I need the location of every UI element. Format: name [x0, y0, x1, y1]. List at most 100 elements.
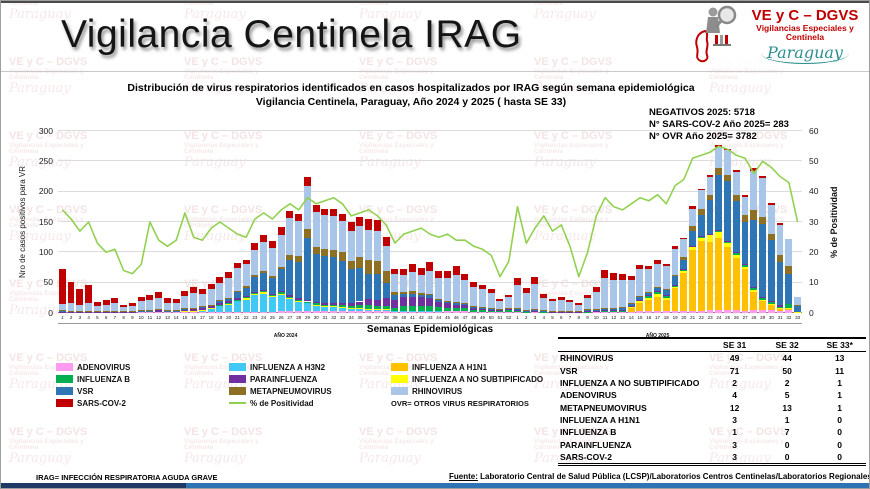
bar-segment-influenza-b	[540, 311, 548, 313]
table-row: PARAINFLUENZA 3 0 0	[558, 439, 866, 451]
watermark-line1: VE y C – DGVS	[184, 426, 263, 438]
legend-label: INFLUENZA A H1N1	[412, 362, 488, 372]
bar-segment-metapneumovirus	[382, 271, 390, 284]
bar-segment-vsr	[575, 311, 583, 312]
bar-segment-metapneumovirus	[417, 293, 425, 295]
bar-segment-adenovirus	[120, 312, 127, 313]
x-tick-label: 26	[278, 315, 284, 320]
legend-column-3: INFLUENZA A H1N1 INFLUENZA A NO SUBTIPIFI…	[391, 361, 543, 408]
bar-segment-adenovirus	[583, 312, 591, 313]
bar-segment-influenza-a-h3n2	[347, 308, 355, 312]
bar-segment-influenza-a-h1n1	[741, 269, 749, 311]
bar-segment-parainfluenza	[102, 311, 110, 313]
bar-segment-metapneumovirus	[93, 310, 101, 312]
stacked-bar	[601, 131, 609, 313]
bar-segment-adenovirus	[417, 311, 425, 313]
bar-segment-influenza-b	[645, 296, 653, 298]
bar-segment-metapneumovirus	[575, 310, 583, 312]
bar-segment-sars-cov-2	[706, 175, 714, 178]
x-tick-label: 46	[453, 315, 459, 320]
bar-segment-influenza-b	[426, 306, 434, 311]
bar-segment-vsr	[548, 311, 556, 312]
x-tick-label: 36	[366, 315, 372, 320]
bars-layer	[58, 131, 802, 313]
bar-segment-rhinovirus	[505, 296, 513, 308]
y-tick-left-100: 100	[38, 246, 53, 257]
stacked-bar	[724, 131, 731, 313]
legend-swatch-metapneumovirus	[229, 387, 246, 395]
bar-segment-parainfluenza	[198, 307, 206, 310]
bar-segment-parainfluenza	[767, 300, 775, 302]
bar-segment-metapneumovirus	[295, 255, 303, 263]
bar-segment-adenovirus	[435, 311, 443, 313]
table-cell: 3	[732, 415, 737, 426]
bar-segment-influenza-a-h1n1	[662, 300, 670, 312]
table-cell: 1	[732, 427, 737, 438]
table-cell: SARS-COV-2	[558, 451, 709, 467]
bar-segment-parainfluenza	[181, 309, 189, 312]
bar-segment-vsr	[715, 175, 723, 230]
stacked-bar	[417, 131, 425, 313]
bar-segment-influenza-a-h1n1	[724, 247, 731, 310]
table-cell: 4	[732, 390, 737, 401]
bar-segment-vsr	[461, 303, 469, 305]
table-cell: 0	[813, 451, 866, 467]
stacked-bar	[513, 131, 521, 313]
x-tick-label: 6	[560, 315, 563, 320]
bar-segment-adenovirus	[461, 311, 469, 313]
stacked-bar	[312, 131, 320, 313]
bar-segment-metapneumovirus	[251, 275, 259, 278]
bar-segment-parainfluenza	[365, 299, 373, 306]
bar-segment-rhinovirus	[557, 299, 565, 311]
bar-segment-influenza-b	[400, 305, 408, 311]
bar-segment-vsr	[470, 306, 478, 308]
logo-line2: Vigilancias Especiales y	[756, 23, 854, 33]
stacked-bar	[750, 131, 758, 313]
x-tick-label: 51	[497, 315, 503, 320]
stacked-bar	[671, 131, 679, 313]
bar-segment-adenovirus	[767, 309, 775, 313]
bar-segment-influenza-a-no-subtipificado	[225, 303, 233, 306]
bar-segment-metapneumovirus	[321, 248, 329, 256]
bar-segment-vsr	[697, 214, 705, 236]
bar-segment-vsr	[111, 311, 119, 312]
bar-segment-adenovirus	[566, 312, 574, 313]
bar-segment-vsr	[627, 303, 635, 306]
legend-label: ADENOVIRUS	[77, 362, 131, 372]
bar-segment-metapneumovirus	[347, 260, 355, 270]
bar-segment-adenovirus	[487, 311, 495, 313]
bar-segment-parainfluenza	[111, 311, 119, 313]
bar-segment-adenovirus	[706, 309, 714, 313]
bar-segment-metapneumovirus	[128, 310, 136, 312]
bar-segment-metapneumovirus	[759, 217, 766, 225]
legend-item: RHINOVIRUS	[391, 385, 543, 397]
bar-segment-rhinovirus	[373, 230, 381, 261]
bar-segment-vsr	[356, 268, 364, 302]
bar-segment-metapneumovirus	[225, 297, 233, 300]
bar-segment-sars-cov-2	[102, 299, 110, 305]
bar-segment-metapneumovirus	[365, 260, 373, 274]
bar-segment-rhinovirus	[312, 212, 320, 248]
stacked-bar	[303, 131, 311, 313]
bar-segment-metapneumovirus	[120, 310, 127, 312]
bar-segment-rhinovirus	[163, 302, 171, 310]
bar-segment-metapneumovirus	[408, 291, 416, 294]
bar-segment-adenovirus	[601, 311, 609, 313]
bar-segment-adenovirus	[478, 311, 486, 313]
x-tick-label: 50	[488, 315, 494, 320]
bar-segment-influenza-a-no-subtipificado	[697, 237, 705, 241]
bar-segment-influenza-b	[470, 309, 478, 312]
bar-segment-influenza-a-no-subtipificado	[251, 293, 259, 296]
bar-segment-metapneumovirus	[470, 306, 478, 307]
bar-segment-sars-cov-2	[347, 222, 355, 231]
stacked-bar	[583, 131, 591, 313]
stacked-bar	[85, 131, 92, 313]
bar-segment-rhinovirus	[85, 303, 92, 311]
x-tick-label: 14	[173, 315, 179, 320]
bar-segment-rhinovirus	[741, 196, 749, 215]
bar-segment-vsr	[741, 222, 749, 265]
bar-segment-parainfluenza	[575, 311, 583, 313]
stacked-bar	[715, 131, 723, 313]
bar-segment-sars-cov-2	[732, 170, 740, 172]
bar-segment-metapneumovirus	[689, 225, 696, 231]
